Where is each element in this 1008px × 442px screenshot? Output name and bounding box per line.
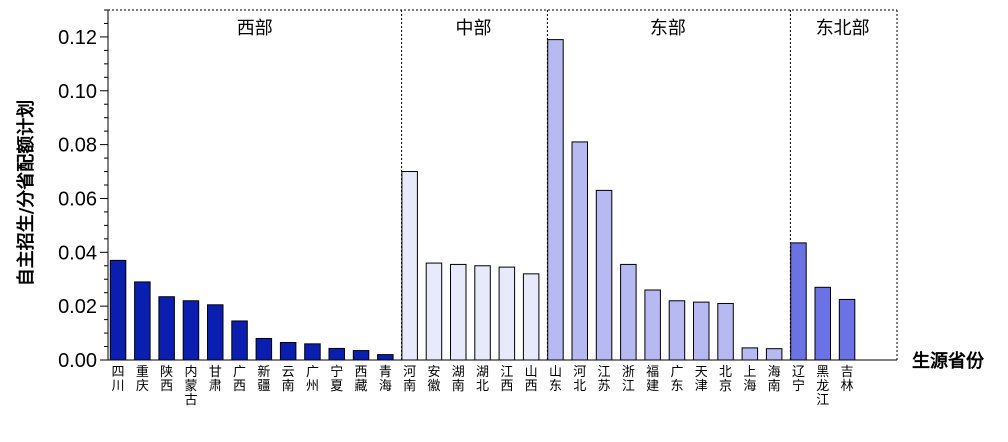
x-tick-label: 新疆 [257,364,270,394]
x-tick-label: 广西 [233,365,246,394]
x-tick-label: 四川 [112,365,125,394]
y-tick-label: 0.12 [58,27,97,49]
x-tick-label: 浙江 [622,365,635,394]
x-tick-label: 河南 [403,365,416,394]
x-tick-label: 山东 [549,365,562,394]
group-label: 中部 [456,18,492,39]
bar [377,354,394,361]
y-tick-label: 0.04 [58,242,97,264]
x-tick-label: 天津 [695,365,708,394]
x-tick-label: 宁夏 [330,364,343,394]
bar [838,298,856,361]
bar [790,242,807,361]
x-tick-label: 江西 [500,365,513,394]
x-tick-label: 吉林 [841,365,854,394]
bar [498,266,516,361]
y-tick-label: 0.08 [58,135,97,157]
x-tick-label: 山西 [525,365,538,394]
bar [765,348,783,361]
x-tick-label: 内蒙古 [184,364,197,408]
bar [279,342,297,361]
x-tick-label: 福建 [646,365,659,394]
bar [522,273,540,361]
bar [620,263,637,361]
bar [328,347,345,361]
x-tick-label: 云南 [282,365,295,394]
x-tick-label: 辽宁 [792,365,805,394]
bar [231,320,248,361]
bar [425,262,443,361]
x-tick-label: 广州 [306,365,319,394]
x-tick-label: 安徽 [427,365,440,394]
group-label: 东部 [650,18,686,39]
x-tick-label: 海南 [768,365,781,394]
x-tick-label: 湖南 [452,365,465,394]
group-label: 西部 [237,18,273,39]
bar [717,302,734,361]
x-tick-label: 湖北 [476,365,489,394]
x-axis-label: 生源省份 [912,350,985,372]
bar [571,141,588,361]
bar [474,265,491,361]
y-tick-label: 0.02 [58,296,97,318]
y-axis-label: 自主招生/分省配额计划 [15,100,37,287]
y-tick-label: 0.06 [58,188,97,210]
x-tick-label: 重庆 [136,364,149,394]
bar [401,171,418,361]
bar [450,263,467,361]
x-tick-label: 青海 [379,365,392,394]
bar [182,300,200,361]
bar [547,39,564,361]
bar [644,289,661,361]
x-tick-label: 北京 [719,365,732,394]
bar [352,350,370,361]
bar [668,300,686,361]
bar [693,301,710,361]
x-tick-label: 陕西 [160,365,173,394]
bar [595,189,613,361]
y-tick-label: 0.10 [58,81,97,103]
x-tick-label: 黑龙江 [816,365,829,408]
x-tick-label: 河北 [573,365,586,394]
bar [741,347,759,361]
group-label: 东北部 [816,18,870,39]
x-tick-label: 广东 [670,365,683,394]
bar [255,337,273,361]
x-tick-label: 西藏 [355,365,368,394]
bar [158,296,175,361]
bar [109,259,127,361]
y-tick-label: 0.00 [58,350,97,372]
bar [134,281,151,361]
bar [814,286,831,361]
x-tick-label: 江苏 [598,365,611,394]
x-tick-label: 上海 [743,365,756,394]
bar [207,304,224,361]
x-tick-label: 甘肃 [209,365,222,394]
bar [304,343,321,361]
